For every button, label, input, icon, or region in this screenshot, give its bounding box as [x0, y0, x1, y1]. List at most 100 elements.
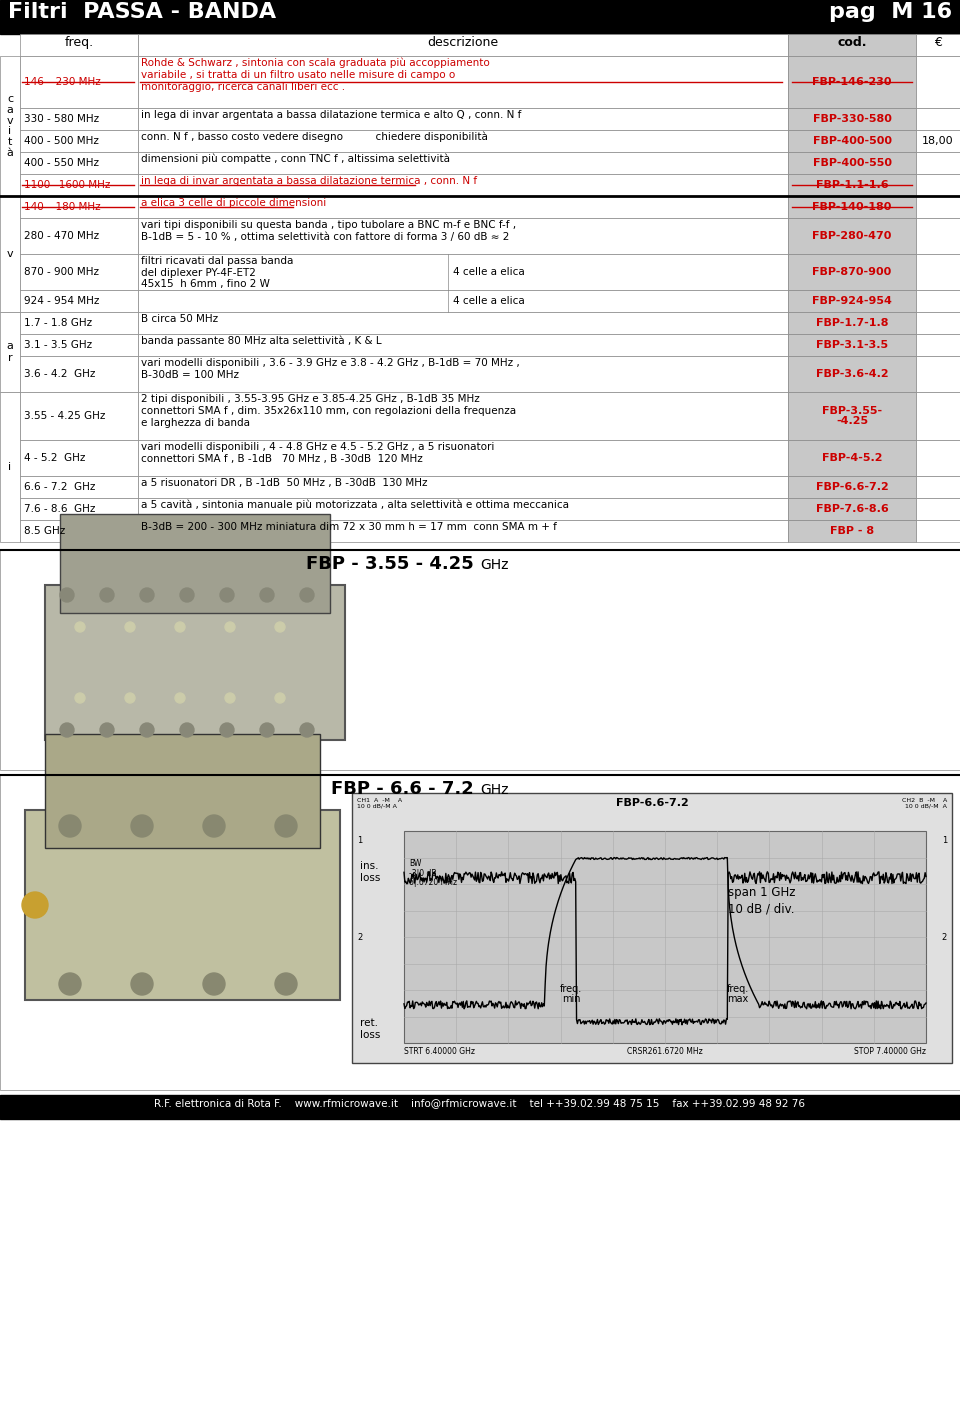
Text: 146 – 230 MHz: 146 – 230 MHz: [24, 77, 101, 87]
Bar: [138, 335, 788, 356]
Bar: [916, 520, 960, 541]
Bar: [788, 195, 916, 218]
Text: 140 – 180 MHz: 140 – 180 MHz: [24, 202, 101, 212]
Text: dimensioni più compatte , conn TNC f , altissima selettività: dimensioni più compatte , conn TNC f , a…: [141, 155, 450, 165]
Text: vari tipi disponibili su questa banda , tipo tubolare a BNC m-f e BNC f-f ,
B-1d: vari tipi disponibili su questa banda , …: [141, 219, 516, 242]
Bar: [916, 356, 960, 392]
Bar: [0, 775, 960, 1090]
Circle shape: [131, 815, 153, 837]
Bar: [916, 254, 960, 290]
Circle shape: [275, 621, 285, 633]
Text: FBP-140-180: FBP-140-180: [812, 202, 892, 212]
Text: 870 - 900 MHz: 870 - 900 MHz: [24, 267, 99, 277]
Text: FBP-6.6-7.2: FBP-6.6-7.2: [816, 482, 888, 492]
Text: STOP 7.40000 GHz: STOP 7.40000 GHz: [854, 1047, 926, 1056]
Text: Filtri  PASSA - BANDA: Filtri PASSA - BANDA: [8, 1, 276, 22]
Bar: [788, 498, 916, 520]
Text: 280 - 470 MHz: 280 - 470 MHz: [24, 231, 99, 240]
Text: 6.6 - 7.2  GHz: 6.6 - 7.2 GHz: [24, 482, 95, 492]
Text: filtri ricavati dal passa banda
del diplexer PY-4F-ET2
45x15  h 6mm , fino 2 W: filtri ricavati dal passa banda del dipl…: [141, 256, 294, 290]
Bar: [138, 440, 788, 477]
Bar: [20, 312, 138, 335]
Bar: [788, 129, 916, 152]
Circle shape: [260, 588, 274, 602]
Circle shape: [125, 693, 135, 703]
Bar: [138, 108, 788, 129]
Bar: [138, 174, 788, 195]
Bar: [788, 312, 916, 335]
Text: 3.6 - 4.2  GHz: 3.6 - 4.2 GHz: [24, 368, 95, 380]
Bar: [0, 312, 20, 392]
Text: STRT 6.40000 GHz: STRT 6.40000 GHz: [404, 1047, 475, 1056]
Bar: [138, 477, 788, 498]
Circle shape: [220, 588, 234, 602]
Bar: [788, 290, 916, 312]
Text: 330 - 580 MHz: 330 - 580 MHz: [24, 114, 99, 124]
Bar: [60, 515, 330, 613]
Text: banda passante 80 MHz alta selettività , K & L: banda passante 80 MHz alta selettività ,…: [141, 336, 382, 346]
Bar: [788, 34, 916, 56]
Text: v: v: [7, 249, 13, 259]
Circle shape: [100, 723, 114, 737]
Text: FBP-3.55-
-4.25: FBP-3.55- -4.25: [822, 405, 882, 426]
Text: FBP-400-550: FBP-400-550: [812, 157, 892, 167]
Bar: [788, 108, 916, 129]
Circle shape: [180, 588, 194, 602]
Circle shape: [260, 723, 274, 737]
Bar: [916, 392, 960, 440]
Circle shape: [225, 621, 235, 633]
Bar: [20, 356, 138, 392]
Bar: [916, 129, 960, 152]
Bar: [138, 520, 788, 541]
Bar: [20, 290, 138, 312]
Bar: [788, 174, 916, 195]
Text: 924 - 954 MHz: 924 - 954 MHz: [24, 297, 100, 307]
Text: FBP-7.6-8.6: FBP-7.6-8.6: [816, 503, 888, 515]
Text: 2: 2: [357, 932, 362, 942]
Bar: [0, 1095, 960, 1119]
Bar: [916, 498, 960, 520]
Text: conn. N f , basso costo vedere disegno          chiedere disponibilità: conn. N f , basso costo vedere disegno c…: [141, 132, 488, 142]
Bar: [916, 477, 960, 498]
Circle shape: [59, 973, 81, 995]
Bar: [916, 174, 960, 195]
Circle shape: [300, 588, 314, 602]
Text: 1: 1: [942, 837, 947, 845]
Text: pag  M 16: pag M 16: [828, 1, 952, 22]
Bar: [916, 152, 960, 174]
Bar: [20, 195, 138, 218]
Text: CH2  B  -M    A
10 0 dB/-M  A: CH2 B -M A 10 0 dB/-M A: [901, 799, 947, 808]
Bar: [916, 195, 960, 218]
Bar: [788, 520, 916, 541]
Circle shape: [275, 973, 297, 995]
Circle shape: [125, 621, 135, 633]
Text: FBP-1.7-1.8: FBP-1.7-1.8: [816, 318, 888, 328]
Text: a elica 3 celle di piccole dimensioni: a elica 3 celle di piccole dimensioni: [141, 198, 326, 208]
Text: FBP-924-954: FBP-924-954: [812, 297, 892, 307]
Text: a
r: a r: [7, 342, 13, 363]
Text: 4 celle a elica: 4 celle a elica: [453, 267, 525, 277]
Bar: [916, 312, 960, 335]
Text: B circa 50 MHz: B circa 50 MHz: [141, 314, 218, 323]
Text: cod.: cod.: [837, 37, 867, 49]
Text: 1100 –1600 MHz: 1100 –1600 MHz: [24, 180, 110, 190]
Bar: [0, 392, 20, 541]
Bar: [788, 254, 916, 290]
Bar: [138, 34, 788, 56]
Bar: [916, 335, 960, 356]
Bar: [20, 129, 138, 152]
Text: FBP-3.6-4.2: FBP-3.6-4.2: [816, 368, 888, 380]
Circle shape: [275, 693, 285, 703]
Circle shape: [203, 815, 225, 837]
Text: B-3dB = 200 - 300 MHz miniatura dim 72 x 30 mm h = 17 mm  conn SMA m + f: B-3dB = 200 - 300 MHz miniatura dim 72 x…: [141, 522, 557, 531]
Bar: [20, 218, 138, 254]
Circle shape: [180, 723, 194, 737]
Text: FBP-146-230: FBP-146-230: [812, 77, 892, 87]
Text: 4 celle a elica: 4 celle a elica: [453, 297, 525, 307]
Bar: [788, 218, 916, 254]
Text: a 5 risuonatori DR , B -1dB  50 MHz , B -30dB  130 MHz: a 5 risuonatori DR , B -1dB 50 MHz , B -…: [141, 478, 427, 488]
Text: FBP-6.6-7.2: FBP-6.6-7.2: [615, 799, 688, 808]
Circle shape: [300, 723, 314, 737]
Circle shape: [75, 693, 85, 703]
Text: FBP-400-500: FBP-400-500: [812, 136, 892, 146]
